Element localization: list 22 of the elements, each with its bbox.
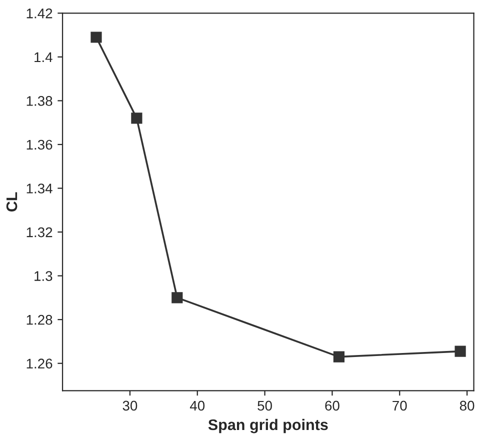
y-tick-label: 1.28 [26,314,52,325]
y-tick-label: 1.36 [26,140,52,150]
y-tick-label: 1.3 [34,271,52,281]
y-tick-label: 1.26 [26,358,52,369]
point [131,112,142,124]
x-tick-label: 30 [122,400,138,411]
x-tick-label: 40 [190,400,205,411]
point [90,32,102,43]
x-tick-label: 60 [325,400,340,411]
x-tick-label: 50 [258,400,272,411]
y-tick-label: 1.38 [26,96,52,106]
y-tick-label: 1.42 [26,8,52,18]
y-tick-label: 1.4 [34,52,52,62]
point [172,292,183,304]
point [454,346,466,357]
y-tick-label: 1.34 [26,184,52,194]
point [333,351,345,362]
y-axis-title: CL [6,192,18,212]
y-tick-label: 1.32 [26,227,52,238]
x-tick-label: 80 [460,400,474,411]
x-axis-title: Span grid points [208,418,328,434]
x-tick-label: 70 [392,400,407,411]
